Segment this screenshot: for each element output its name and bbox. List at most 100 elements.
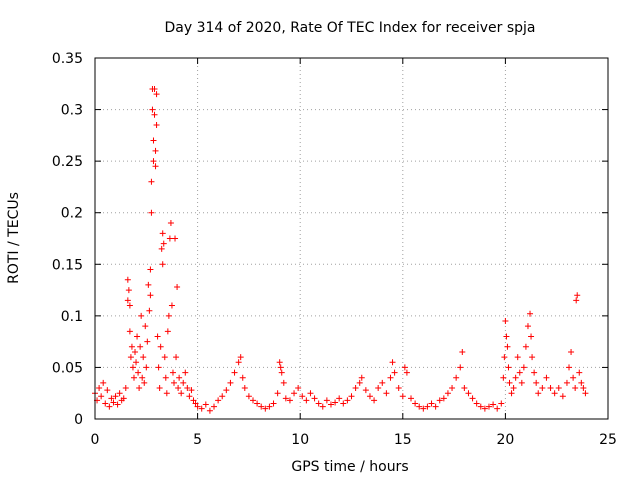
data-point — [555, 385, 562, 392]
data-point — [266, 403, 273, 410]
data-point — [286, 397, 293, 404]
y-tick-label: 0.05 — [52, 360, 83, 376]
data-point — [135, 369, 142, 376]
data-point — [162, 374, 169, 381]
data-point — [282, 395, 289, 402]
data-point — [129, 364, 136, 371]
data-point — [175, 385, 182, 392]
data-point — [108, 395, 115, 402]
data-point — [211, 403, 218, 410]
data-point — [512, 374, 519, 381]
data-point — [327, 401, 334, 408]
data-point — [178, 390, 185, 397]
data-point — [227, 379, 234, 386]
data-point — [122, 385, 129, 392]
data-point — [128, 343, 135, 350]
data-point — [516, 369, 523, 376]
data-point — [157, 343, 164, 350]
data-point — [159, 261, 166, 268]
data-point — [366, 393, 373, 400]
data-point — [344, 397, 351, 404]
data-point — [180, 379, 187, 386]
plot-frame — [94, 57, 609, 420]
data-point — [387, 374, 394, 381]
data-point — [138, 312, 145, 319]
grid-layer — [95, 58, 608, 419]
data-point — [503, 333, 510, 340]
data-point — [477, 403, 484, 410]
data-point — [576, 369, 583, 376]
data-point — [206, 407, 213, 414]
data-point — [527, 310, 534, 317]
data-point — [323, 397, 330, 404]
data-point — [457, 364, 464, 371]
data-point — [202, 401, 209, 408]
data-point — [137, 343, 144, 350]
data-point — [194, 403, 201, 410]
data-point — [518, 379, 525, 386]
data-point — [539, 385, 546, 392]
y-tick-label: 0.35 — [52, 51, 83, 67]
data-point — [176, 374, 183, 381]
data-point — [104, 387, 111, 394]
data-point — [258, 403, 265, 410]
data-point — [106, 403, 113, 410]
data-point — [574, 292, 581, 299]
data-point — [401, 364, 408, 371]
data-point — [461, 385, 468, 392]
data-point — [237, 354, 244, 361]
data-point — [182, 369, 189, 376]
data-point — [375, 385, 382, 392]
data-point — [490, 401, 497, 408]
data-point — [130, 374, 137, 381]
data-point — [299, 393, 306, 400]
data-point — [502, 318, 509, 325]
data-point — [188, 387, 195, 394]
y-tick-label: 0.3 — [61, 103, 83, 119]
data-point — [150, 137, 157, 144]
data-point — [424, 403, 431, 410]
data-point — [358, 374, 365, 381]
data-point — [315, 400, 322, 407]
data-point — [168, 302, 175, 309]
data-point — [136, 385, 143, 392]
data-point — [403, 369, 410, 376]
data-point — [395, 385, 402, 392]
data-point — [184, 385, 191, 392]
data-point — [152, 147, 159, 154]
data-point — [164, 328, 171, 335]
data-point — [161, 354, 168, 361]
x-tick-label: 10 — [291, 432, 309, 448]
data-point — [151, 85, 158, 92]
data-point — [428, 400, 435, 407]
data-point — [114, 401, 121, 408]
data-point — [171, 379, 178, 386]
data-point — [154, 333, 161, 340]
data-point — [153, 122, 160, 129]
data-point — [485, 403, 492, 410]
data-point — [568, 348, 575, 355]
data-point — [192, 400, 199, 407]
data-point — [319, 403, 326, 410]
data-point — [543, 374, 550, 381]
data-point — [348, 393, 355, 400]
series-layer — [92, 85, 589, 414]
data-point — [132, 348, 139, 355]
data-point — [98, 393, 105, 400]
data-point — [506, 379, 513, 386]
data-point — [112, 393, 119, 400]
data-point — [371, 397, 378, 404]
data-point — [153, 91, 160, 98]
data-point — [412, 400, 419, 407]
data-point — [152, 163, 159, 170]
data-point — [165, 312, 172, 319]
data-point — [146, 307, 153, 314]
data-point — [172, 235, 179, 242]
data-point — [143, 364, 150, 371]
data-point — [408, 395, 415, 402]
data-point — [469, 395, 476, 402]
y-tick-label: 0.25 — [52, 154, 83, 170]
data-point — [520, 364, 527, 371]
data-point — [303, 397, 310, 404]
